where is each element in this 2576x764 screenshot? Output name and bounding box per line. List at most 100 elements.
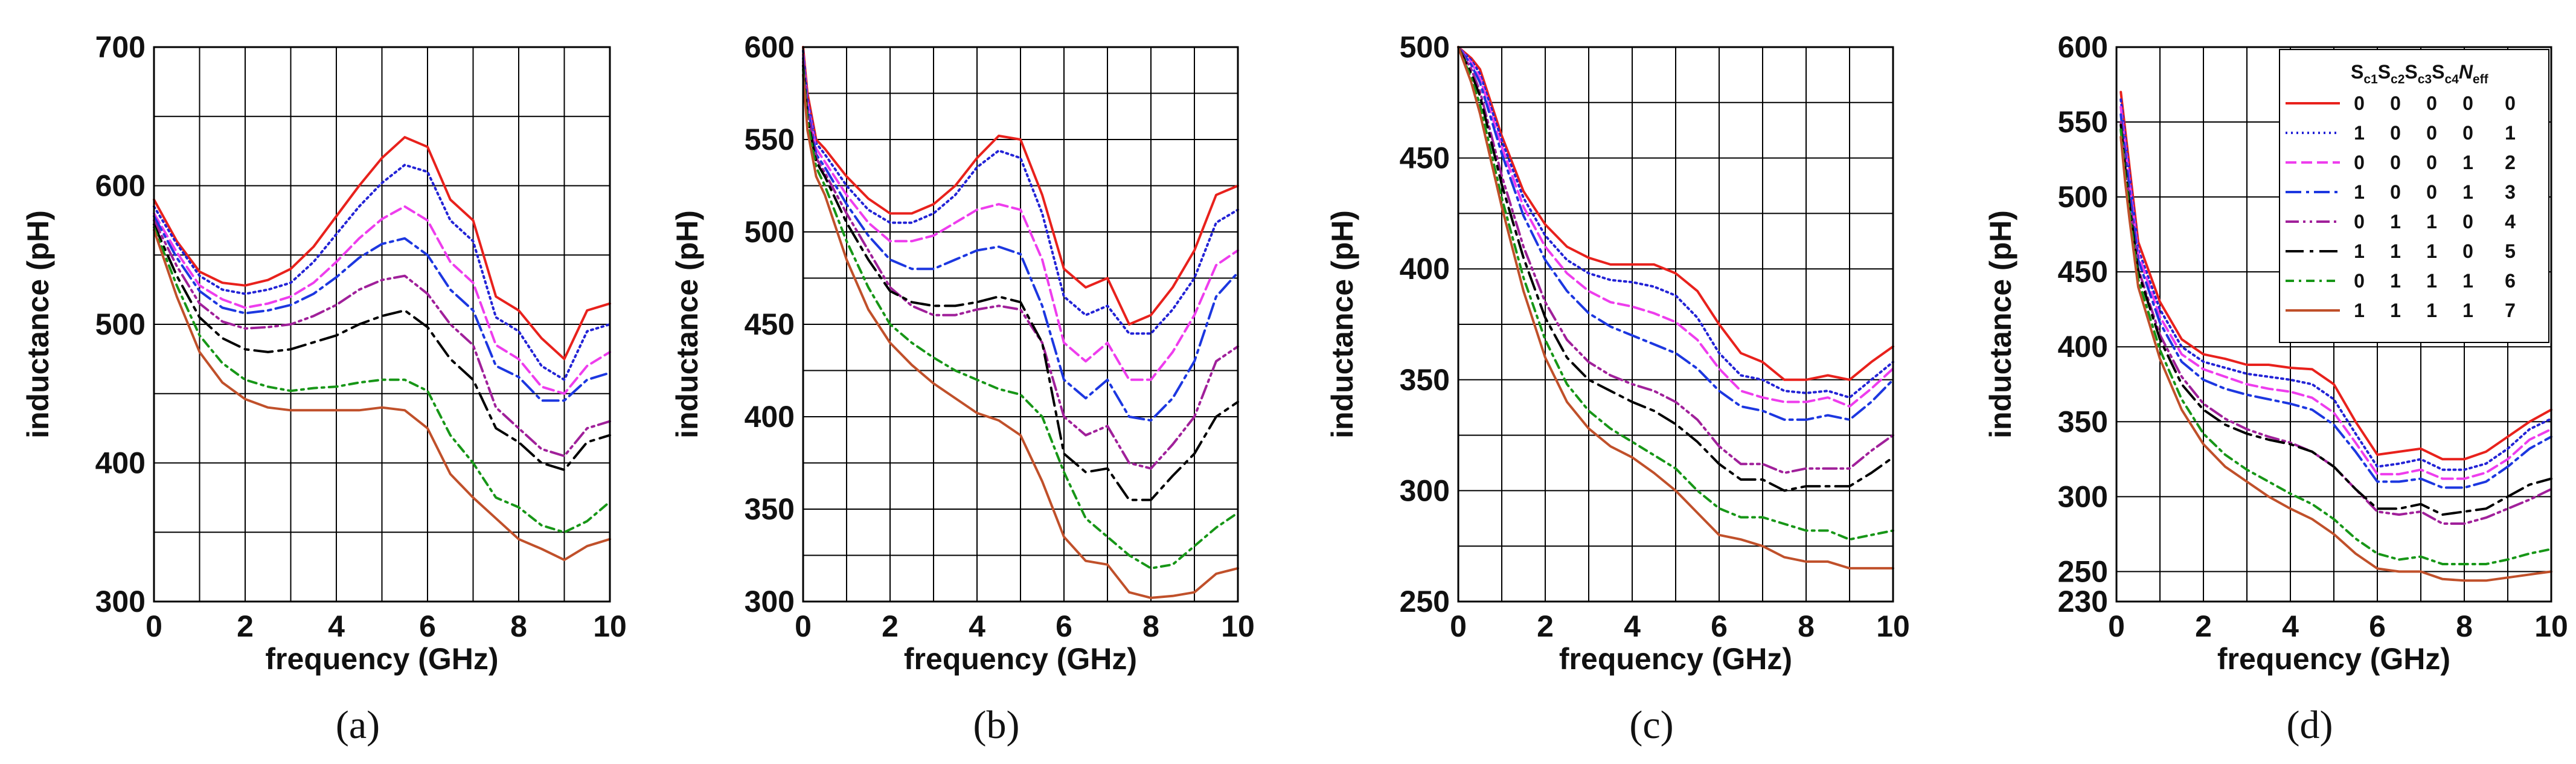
series-line-neff-0 <box>802 46 1239 326</box>
plot-frame <box>153 46 611 603</box>
y-axis-label: inductance (pH) <box>1984 210 2017 438</box>
y-tick-label: 600 <box>95 169 146 203</box>
series-line-neff-7 <box>153 228 611 562</box>
x-tick-label: 2 <box>237 609 254 643</box>
legend-cell: 1 <box>2354 240 2365 262</box>
legend-cell: 1 <box>2354 122 2365 144</box>
y-tick-label: 600 <box>745 30 795 64</box>
legend-cell: 4 <box>2505 211 2516 233</box>
panel-label: (a) <box>336 703 380 747</box>
x-tick-label: 6 <box>2369 609 2386 643</box>
legend-cell: 0 <box>2505 92 2516 114</box>
series-line-neff-2 <box>153 205 611 395</box>
y-axis-label: inductance (pH) <box>21 210 55 438</box>
legend-cell: 0 <box>2354 92 2365 114</box>
legend-cell: 2 <box>2505 152 2516 173</box>
legend-cell: 1 <box>2462 152 2473 173</box>
x-tick-label: 10 <box>1221 609 1255 643</box>
y-tick-label: 600 <box>2058 30 2108 64</box>
legend-cell: 5 <box>2505 240 2516 262</box>
legend-cell: 1 <box>2426 240 2437 262</box>
y-tick-label: 450 <box>2058 255 2108 289</box>
legend-cell: 1 <box>2462 300 2473 321</box>
x-axis-label: frequency (GHz) <box>904 642 1137 676</box>
series-line-neff-5 <box>1457 46 1894 492</box>
legend-cell: 0 <box>2462 240 2473 262</box>
series-line-neff-5 <box>802 64 1239 501</box>
x-tick-label: 6 <box>1056 609 1072 643</box>
series-line-neff-0 <box>2119 91 2552 461</box>
y-tick-label: 350 <box>745 492 795 526</box>
legend-cell: 1 <box>2390 300 2401 321</box>
legend-cell: 0 <box>2390 122 2401 144</box>
panel-a: 0 2 4 6 8 10 300 400 500 600 700 frequency (GHz) ind… <box>21 30 627 747</box>
legend-header-symbol: S <box>2378 61 2391 83</box>
legend-cell: 0 <box>2462 92 2473 114</box>
legend-cell: 1 <box>2390 240 2401 262</box>
x-tick-label: 0 <box>2108 609 2125 643</box>
series-line-neff-6 <box>1457 46 1894 541</box>
plot-frame <box>802 46 1239 603</box>
x-tick-label: 10 <box>1876 609 1910 643</box>
series-line-neff-1 <box>153 164 611 381</box>
plot-frame <box>1457 46 1894 603</box>
x-axis-label: frequency (GHz) <box>265 642 498 676</box>
x-tick-label: 8 <box>2456 609 2473 643</box>
series-line-neff-1 <box>802 50 1239 335</box>
y-tick-label: 450 <box>1400 141 1450 175</box>
y-tick-label: 550 <box>2058 105 2108 139</box>
series-line-neff-7 <box>1457 46 1894 570</box>
series-line-neff-3 <box>1457 46 1894 421</box>
series-line-neff-2 <box>802 53 1239 381</box>
legend-cell: 0 <box>2426 181 2437 203</box>
legend-cell: 0 <box>2390 152 2401 173</box>
series-line-neff-4 <box>1457 46 1894 474</box>
series-line-neff-6 <box>2119 128 2552 565</box>
legend-cell: 1 <box>2426 300 2437 321</box>
y-tick-label: 350 <box>2058 405 2108 438</box>
series-line-neff-5 <box>2119 124 2552 516</box>
series-line-neff-6 <box>153 226 611 534</box>
x-tick-label: 6 <box>1711 609 1728 643</box>
series-line-neff-4 <box>153 219 611 457</box>
panel-label: (d) <box>2287 703 2333 747</box>
legend-cell: 1 <box>2426 211 2437 233</box>
x-tick-label: 0 <box>146 609 162 643</box>
legend-cell: 3 <box>2505 181 2516 203</box>
grid <box>1458 47 1894 602</box>
legend-cell: 7 <box>2505 300 2516 321</box>
grid <box>803 47 1238 602</box>
panel-label: (b) <box>973 703 1020 747</box>
y-tick-label: 350 <box>1400 363 1450 397</box>
legend-cell: 0 <box>2390 92 2401 114</box>
plot-frame <box>2115 46 2552 603</box>
y-tick-label: 230 <box>2058 585 2108 618</box>
legend-cell: 1 <box>2354 181 2365 203</box>
x-tick-label: 4 <box>1624 609 1641 643</box>
y-tick-label: 300 <box>1400 473 1450 507</box>
legend-cell: 0 <box>2462 211 2473 233</box>
legend-header: Sc1Sc2Sc3Sc4Neff <box>2351 61 2489 86</box>
x-tick-label: 4 <box>2282 609 2299 643</box>
panel-c: 0 2 4 6 8 10 250 300 350 400 450 500 frequency (GHz)… <box>1325 30 1910 747</box>
legend-cell: 1 <box>2426 270 2437 292</box>
series-line-neff-7 <box>802 73 1239 599</box>
x-axis-label: frequency (GHz) <box>1559 642 1792 676</box>
y-tick-label: 500 <box>2058 180 2108 214</box>
x-tick-label: 0 <box>795 609 812 643</box>
panel-b: 0 2 4 6 8 10 300 350 400 450 500 550 600 frequency (G… <box>670 30 1255 747</box>
legend-cell: 6 <box>2505 270 2516 292</box>
series-line-neff-1 <box>2119 98 2552 471</box>
legend-cell: 1 <box>2505 122 2516 144</box>
x-tick-label: 4 <box>969 609 985 643</box>
series-line-neff-3 <box>2119 113 2552 489</box>
legend-cell: 0 <box>2426 92 2437 114</box>
series-line-neff-5 <box>153 223 611 471</box>
y-tick-label: 500 <box>1400 30 1450 64</box>
x-tick-label: 10 <box>593 609 627 643</box>
legend-header-symbol: S <box>2432 61 2444 83</box>
series-line-neff-0 <box>1457 46 1894 381</box>
series-group <box>1457 46 1894 570</box>
legend-header-symbol: S <box>2351 61 2363 83</box>
